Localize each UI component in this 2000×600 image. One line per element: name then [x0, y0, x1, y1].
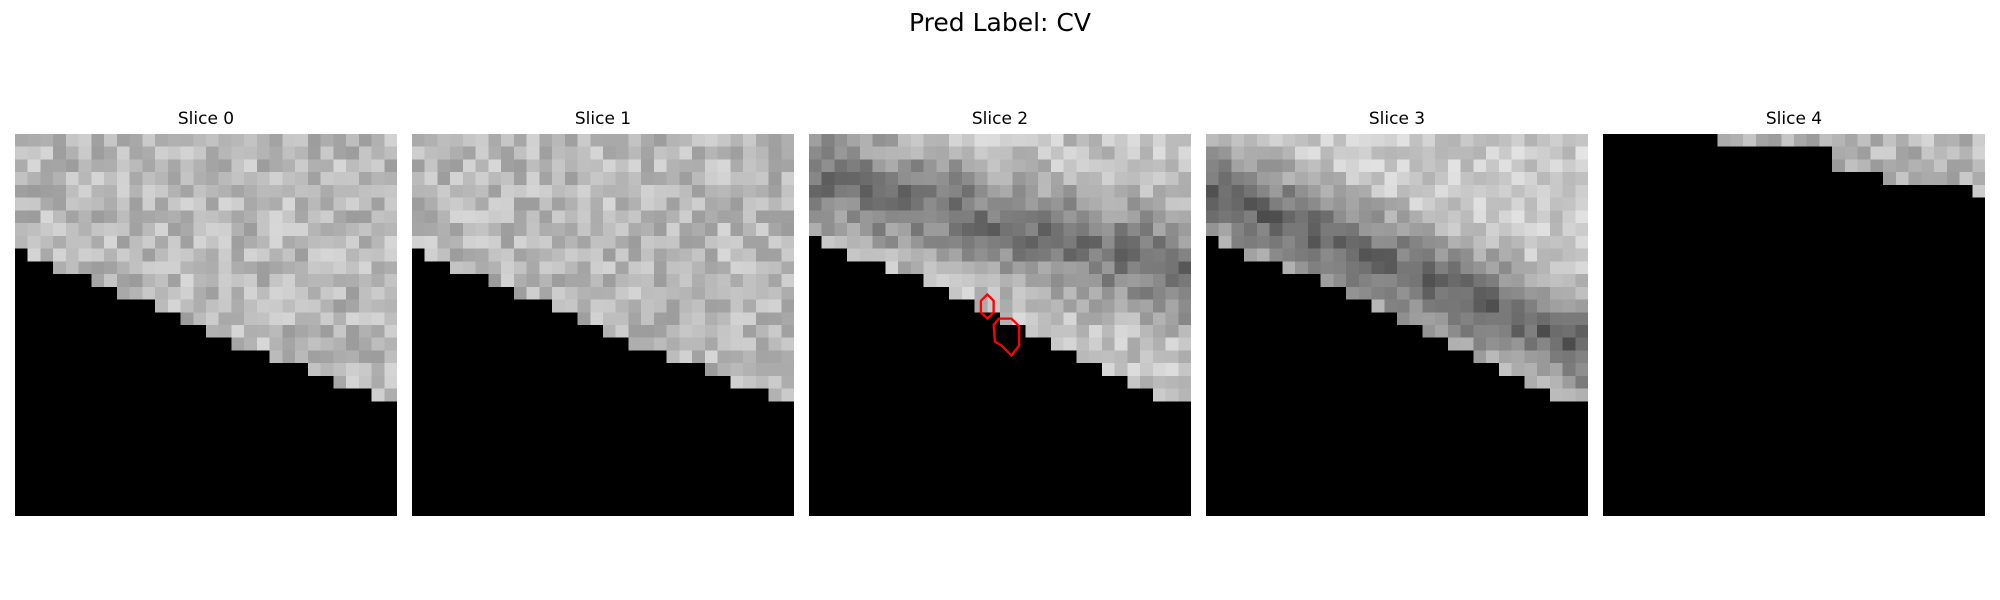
panel-title-slice-1: Slice 1	[574, 109, 632, 129]
slice-3-image	[1206, 134, 1588, 516]
panel-title-slice-2: Slice 2	[971, 109, 1029, 129]
slice-1-pixels	[412, 134, 794, 516]
slice-4-image	[1603, 134, 1985, 516]
slice-0-pixels	[15, 134, 397, 516]
contour-small	[979, 292, 995, 321]
slice-2-pixels	[809, 134, 1191, 516]
slice-1-image	[412, 134, 794, 516]
slice-0-image	[15, 134, 397, 516]
panel-title-slice-4: Slice 4	[1765, 109, 1823, 129]
figure-title: Pred Label: CV	[909, 8, 1091, 37]
slice-4-pixels	[1603, 134, 1985, 516]
panel-title-slice-3: Slice 3	[1368, 109, 1426, 129]
panel-title-slice-0: Slice 0	[177, 109, 235, 129]
slice-3-pixels	[1206, 134, 1588, 516]
slice-2-image	[809, 134, 1191, 516]
contour-large	[992, 317, 1021, 358]
